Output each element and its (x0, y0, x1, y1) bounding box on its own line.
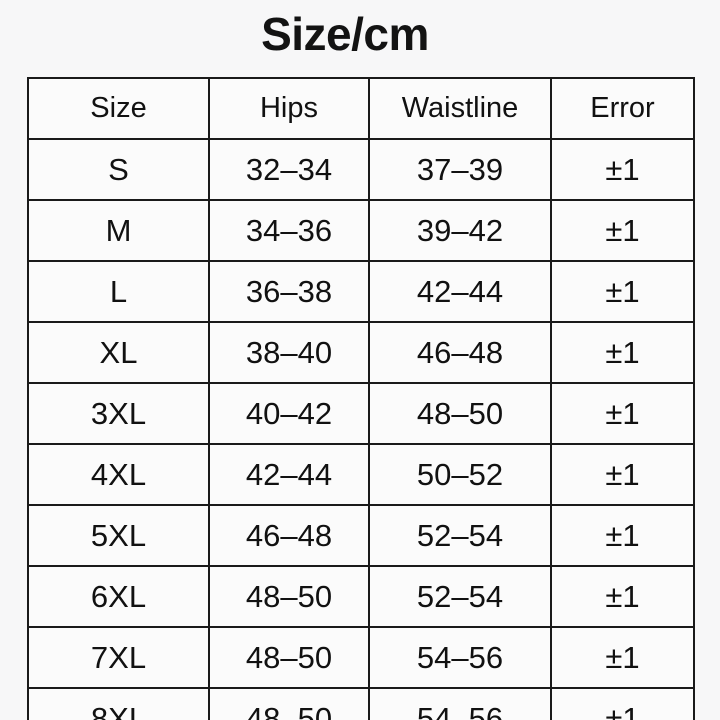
cell-waistline: 46–48 (368, 321, 552, 384)
cell-size: 5XL (27, 504, 210, 567)
cell-size: 6XL (27, 565, 210, 628)
cell-waistline: 54–56 (368, 687, 552, 720)
cell-hips: 48–50 (208, 626, 370, 689)
cell-hips: 38–40 (208, 321, 370, 384)
size-chart-table: Size Hips Waistline Error S 32–34 37–39 … (27, 77, 695, 720)
cell-hips: 48–50 (208, 565, 370, 628)
cell-size: S (27, 138, 210, 201)
cell-size: 3XL (27, 382, 210, 445)
cell-error: ±1 (550, 687, 695, 720)
cell-hips: 40–42 (208, 382, 370, 445)
table-row: L 36–38 42–44 ±1 (27, 260, 695, 323)
table-header-row: Size Hips Waistline Error (27, 77, 695, 140)
cell-error: ±1 (550, 504, 695, 567)
column-header-size: Size (27, 77, 210, 140)
cell-hips: 32–34 (208, 138, 370, 201)
cell-size: M (27, 199, 210, 262)
cell-size: 8XL (27, 687, 210, 720)
column-header-hips: Hips (208, 77, 370, 140)
table-row: 8XL 48–50 54–56 ±1 (27, 687, 695, 720)
column-header-waistline: Waistline (368, 77, 552, 140)
page-title: Size/cm (261, 8, 429, 60)
cell-error: ±1 (550, 138, 695, 201)
cell-error: ±1 (550, 626, 695, 689)
cell-error: ±1 (550, 443, 695, 506)
table-row: XL 38–40 46–48 ±1 (27, 321, 695, 384)
cell-error: ±1 (550, 321, 695, 384)
column-header-error: Error (550, 77, 695, 140)
cell-size: 4XL (27, 443, 210, 506)
table-row: 4XL 42–44 50–52 ±1 (27, 443, 695, 506)
cell-error: ±1 (550, 199, 695, 262)
table-row: 6XL 48–50 52–54 ±1 (27, 565, 695, 628)
table-row: 5XL 46–48 52–54 ±1 (27, 504, 695, 567)
cell-hips: 36–38 (208, 260, 370, 323)
cell-waistline: 54–56 (368, 626, 552, 689)
table-row: S 32–34 37–39 ±1 (27, 138, 695, 201)
cell-hips: 42–44 (208, 443, 370, 506)
table-row: 3XL 40–42 48–50 ±1 (27, 382, 695, 445)
cell-error: ±1 (550, 565, 695, 628)
cell-waistline: 50–52 (368, 443, 552, 506)
cell-hips: 34–36 (208, 199, 370, 262)
cell-error: ±1 (550, 260, 695, 323)
cell-waistline: 39–42 (368, 199, 552, 262)
cell-size: 7XL (27, 626, 210, 689)
cell-waistline: 37–39 (368, 138, 552, 201)
cell-waistline: 52–54 (368, 504, 552, 567)
cell-error: ±1 (550, 382, 695, 445)
cell-size: L (27, 260, 210, 323)
cell-waistline: 42–44 (368, 260, 552, 323)
cell-waistline: 48–50 (368, 382, 552, 445)
cell-waistline: 52–54 (368, 565, 552, 628)
cell-size: XL (27, 321, 210, 384)
table-row: M 34–36 39–42 ±1 (27, 199, 695, 262)
table-row: 7XL 48–50 54–56 ±1 (27, 626, 695, 689)
cell-hips: 48–50 (208, 687, 370, 720)
cell-hips: 46–48 (208, 504, 370, 567)
